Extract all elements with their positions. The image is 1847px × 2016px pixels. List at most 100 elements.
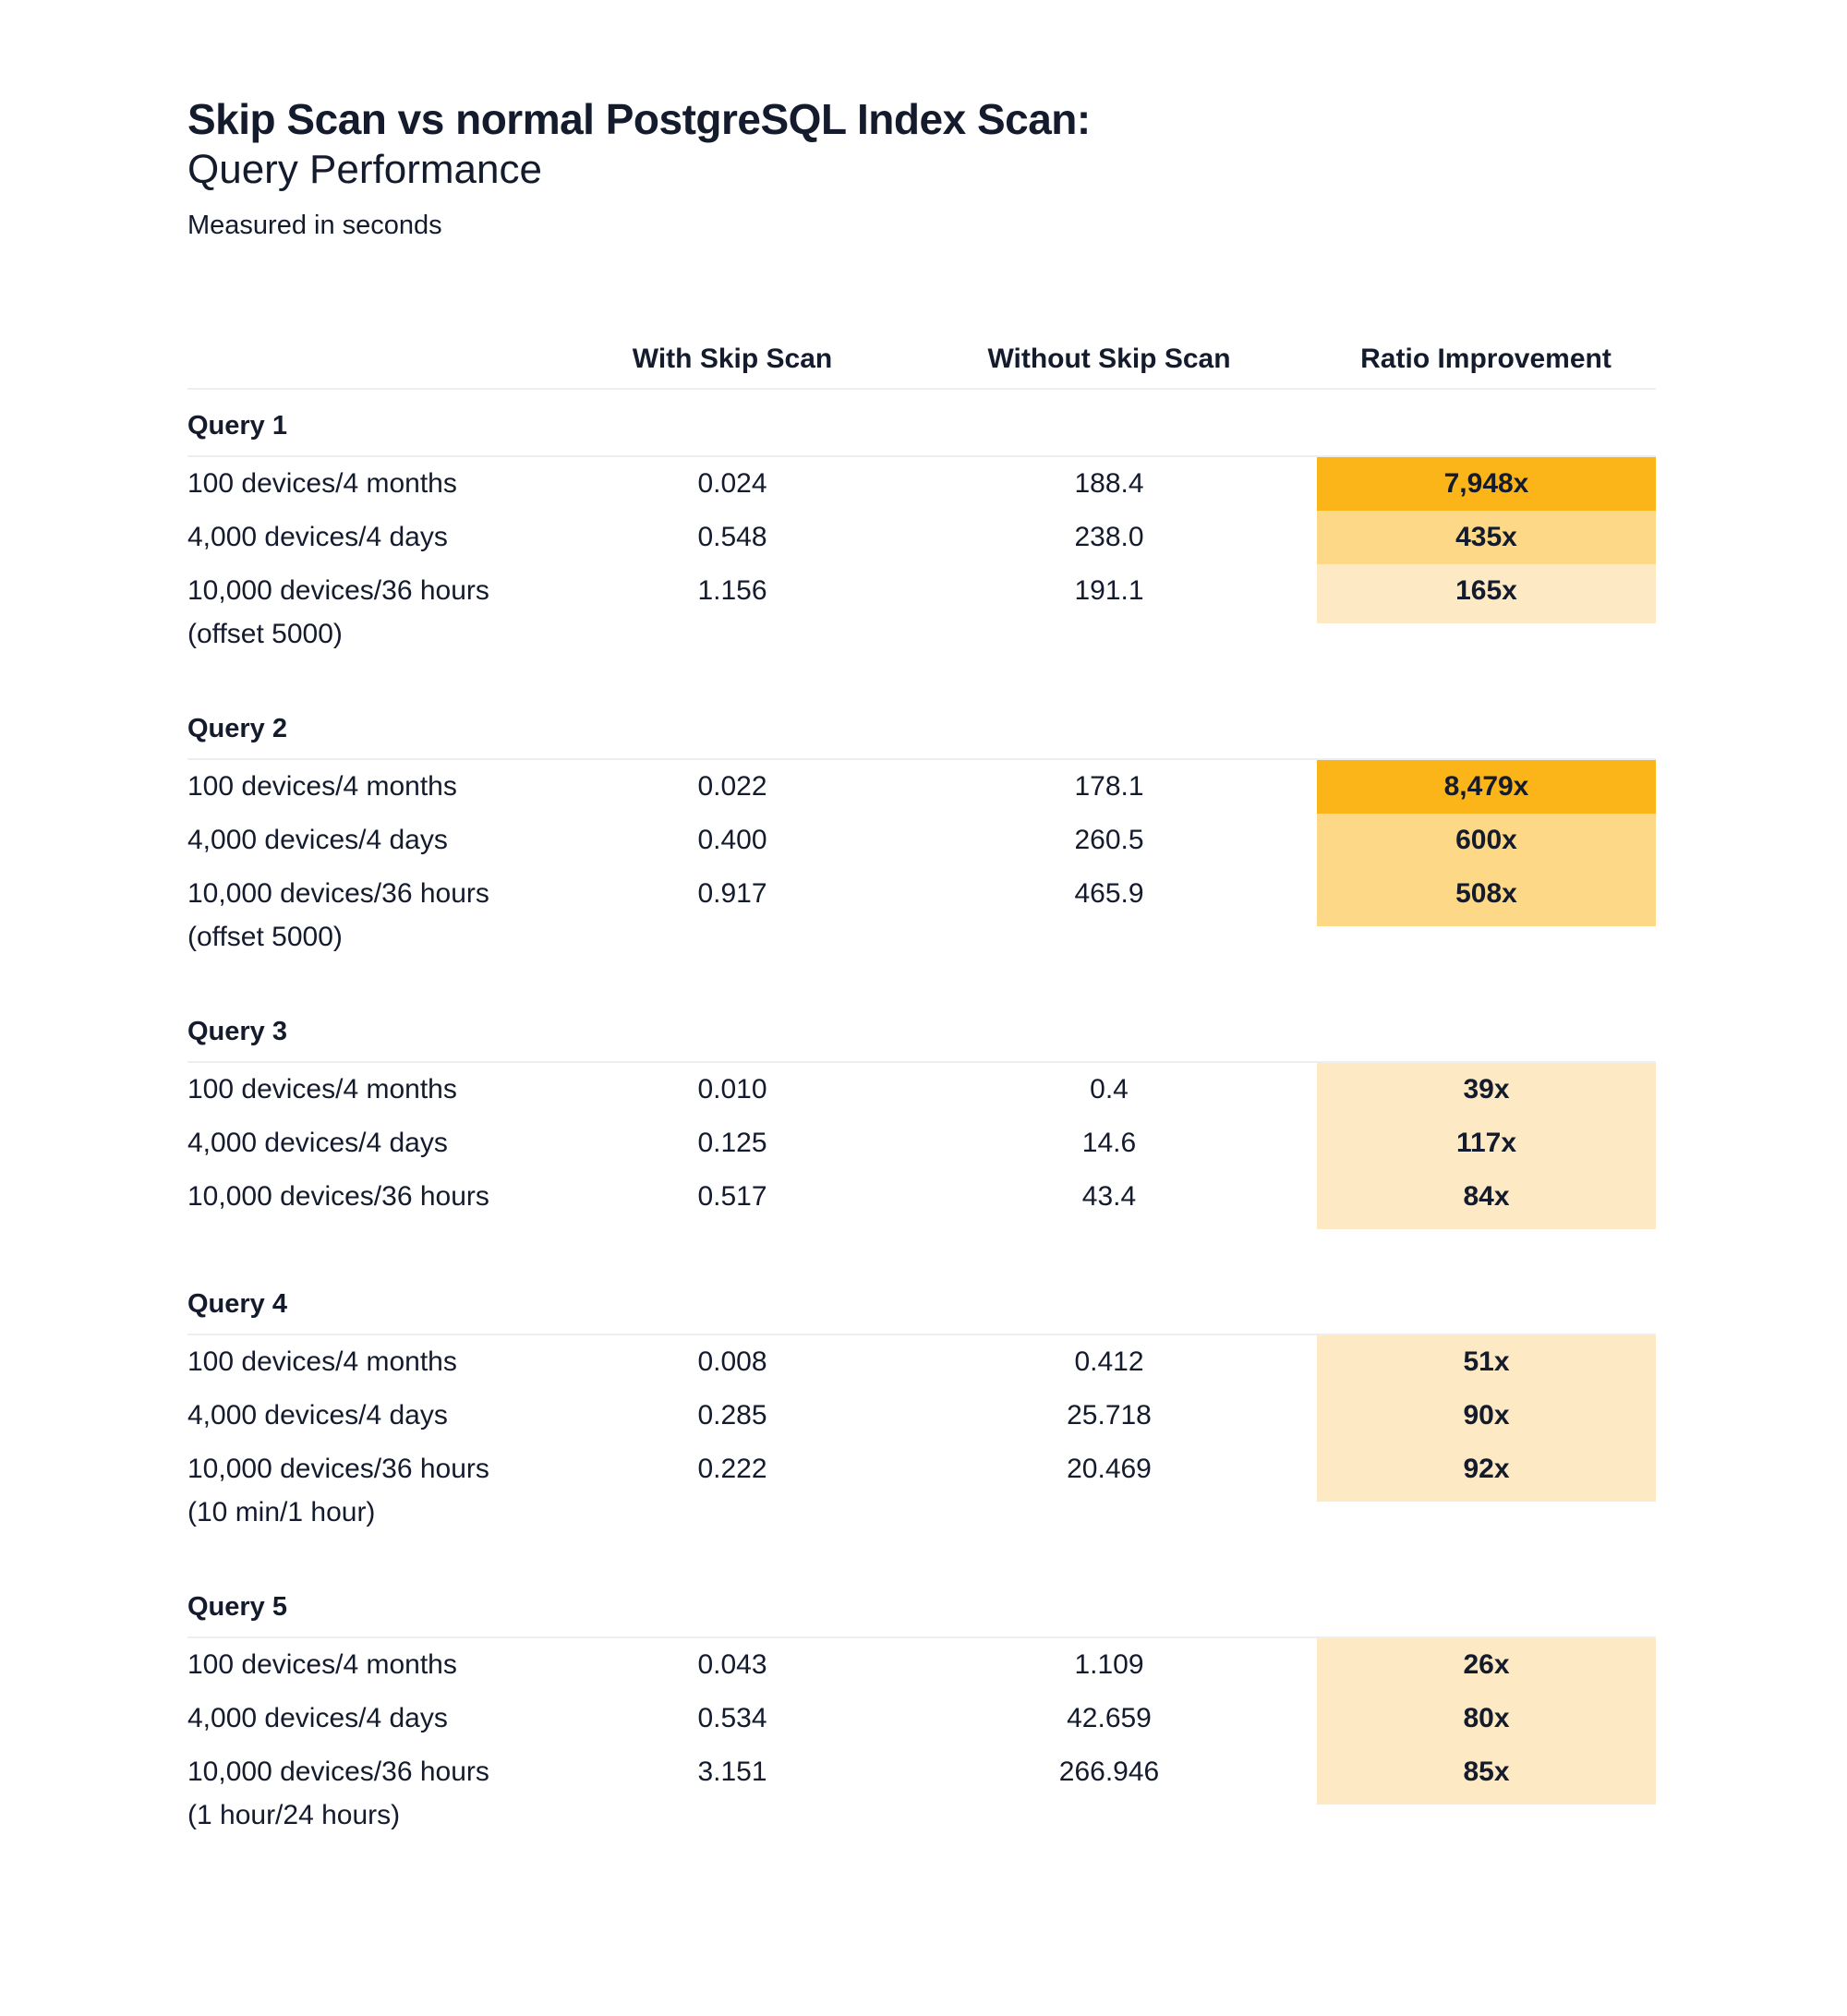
row-label-detail: (10 min/1 hour) [187,1497,376,1527]
row-label: 100 devices/4 months [187,1074,457,1105]
table-row: 4,000 devices/4 days 0.534 42.659 80x [187,1696,1656,1750]
without-skip-scan-value: 178.1 [1074,771,1144,802]
without-skip-scan-value: 42.659 [1067,1703,1152,1733]
table-row: 10,000 devices/36 hours (10 min/1 hour) 0.… [187,1447,1656,1527]
without-skip-scan-value: 260.5 [1074,825,1144,855]
without-skip-scan-value: 43.4 [1081,1181,1137,1212]
without-skip-scan-value: 0.412 [1074,1346,1144,1377]
ratio-improvement-value: 600x [1455,825,1517,855]
table-row: 4,000 devices/4 days 0.400 260.5 600x [187,818,1656,872]
with-skip-scan-value: 1.156 [697,575,767,606]
with-skip-scan-value: 0.043 [697,1649,767,1680]
without-skip-scan-value: 465.9 [1074,878,1144,909]
table-row: 10,000 devices/36 hours 0.517 43.4 84x [187,1175,1656,1228]
performance-table: Skip Scan vs normal PostgreSQL Index Sca… [187,0,1656,2016]
with-skip-scan-value: 0.285 [697,1400,767,1431]
ratio-cell [1317,1335,1656,1389]
query-group-title: Query 4 [187,1289,287,1319]
group-divider [187,455,1656,457]
ratio-cell [1317,814,1656,867]
with-skip-scan-value: 0.517 [697,1181,767,1212]
row-label-detail: (offset 5000) [187,922,343,952]
ratio-improvement-value: 92x [1463,1454,1510,1484]
table-row: 4,000 devices/4 days 0.125 14.6 117x [187,1121,1656,1175]
ratio-cell [1317,1692,1656,1745]
ratio-cell [1317,1443,1656,1502]
row-label: 10,000 devices/36 hours [187,575,489,606]
ratio-cell [1317,1117,1656,1170]
row-label: 10,000 devices/36 hours [187,1756,489,1787]
without-skip-scan-value: 266.946 [1058,1756,1160,1787]
group-divider [187,1061,1656,1063]
table-row: 100 devices/4 months 0.010 0.4 39x [187,1068,1656,1121]
query-group-title: Query 5 [187,1592,287,1622]
row-label: 4,000 devices/4 days [187,825,448,855]
ratio-improvement-value: 165x [1455,575,1517,606]
with-skip-scan-value: 3.151 [697,1756,767,1787]
ratio-cell [1317,760,1656,814]
ratio-cell [1317,1745,1656,1805]
without-skip-scan-value: 188.4 [1074,468,1144,499]
table-row: 100 devices/4 months 0.022 178.1 8,479x [187,765,1656,818]
row-label: 100 devices/4 months [187,1649,457,1680]
table-row: 10,000 devices/36 hours (1 hour/24 hours)… [187,1750,1656,1830]
row-label: 10,000 devices/36 hours [187,1181,489,1212]
ratio-cell [1317,457,1656,511]
with-skip-scan-value: 0.125 [697,1128,767,1158]
row-label-detail: (offset 5000) [187,619,343,649]
with-skip-scan-value: 0.022 [697,771,767,802]
column-header-with-skip-scan: With Skip Scan [632,344,833,374]
ratio-improvement-value: 508x [1455,878,1517,909]
with-skip-scan-value: 0.008 [697,1346,767,1377]
row-label: 4,000 devices/4 days [187,1703,448,1733]
table-row: 4,000 devices/4 days 0.548 238.0 435x [187,515,1656,569]
ratio-improvement-value: 80x [1463,1703,1510,1733]
with-skip-scan-value: 0.222 [697,1454,767,1484]
ratio-cell [1317,867,1656,926]
ratio-improvement-value: 51x [1463,1346,1510,1377]
column-header-ratio-improvement: Ratio Improvement [1360,344,1612,374]
with-skip-scan-value: 0.024 [697,468,767,499]
ratio-improvement-value: 26x [1463,1649,1510,1680]
ratio-improvement-value: 7,948x [1443,468,1529,499]
table-row: 100 devices/4 months 0.008 0.412 51x [187,1340,1656,1394]
without-skip-scan-value: 25.718 [1067,1400,1152,1431]
with-skip-scan-value: 0.534 [697,1703,767,1733]
group-divider [187,1334,1656,1335]
query-group-title: Query 2 [187,714,287,743]
header-divider [187,388,1656,390]
with-skip-scan-value: 0.400 [697,825,767,855]
query-group-title: Query 1 [187,411,287,441]
row-label: 4,000 devices/4 days [187,1128,448,1158]
table-row: 4,000 devices/4 days 0.285 25.718 90x [187,1394,1656,1447]
without-skip-scan-value: 20.469 [1067,1454,1152,1484]
query-group-title: Query 3 [187,1017,287,1046]
ratio-improvement-value: 85x [1463,1756,1510,1787]
group-divider [187,1636,1656,1638]
chart-subtitle: Query Performance [187,147,542,192]
without-skip-scan-value: 1.109 [1074,1649,1144,1680]
group-divider [187,758,1656,760]
row-label: 100 devices/4 months [187,468,457,499]
row-label: 4,000 devices/4 days [187,522,448,552]
row-label: 10,000 devices/36 hours [187,878,489,909]
ratio-cell [1317,511,1656,564]
ratio-cell [1317,1170,1656,1229]
without-skip-scan-value: 238.0 [1074,522,1144,552]
table-row: 10,000 devices/36 hours (offset 5000) 0.91… [187,872,1656,952]
ratio-cell [1317,1389,1656,1443]
table-row: 100 devices/4 months 0.043 1.109 26x [187,1643,1656,1696]
ratio-cell [1317,564,1656,623]
row-label: 100 devices/4 months [187,1346,457,1377]
with-skip-scan-value: 0.917 [697,878,767,909]
ratio-improvement-value: 8,479x [1443,771,1529,802]
row-label: 100 devices/4 months [187,771,457,802]
ratio-improvement-value: 84x [1463,1181,1510,1212]
with-skip-scan-value: 0.010 [697,1074,767,1105]
row-label-detail: (1 hour/24 hours) [187,1800,401,1830]
ratio-improvement-value: 117x [1455,1128,1517,1158]
row-label: 10,000 devices/36 hours [187,1454,489,1484]
without-skip-scan-value: 0.4 [1090,1074,1129,1105]
without-skip-scan-value: 14.6 [1081,1128,1137,1158]
chart-title: Skip Scan vs normal PostgreSQL Index Sca… [187,95,1091,143]
